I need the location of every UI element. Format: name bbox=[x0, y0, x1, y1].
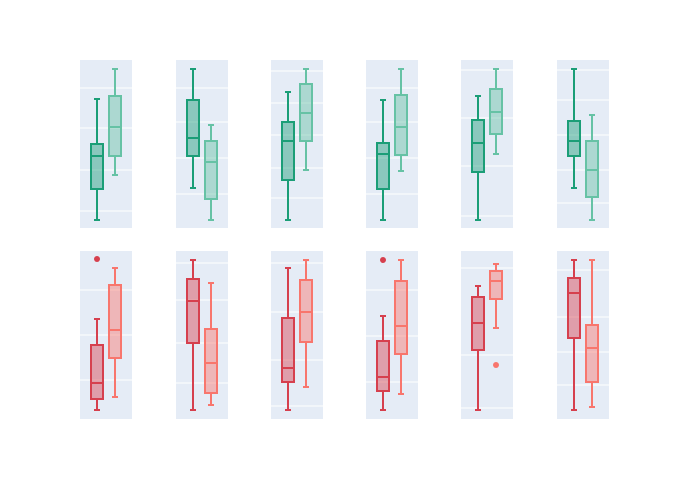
panel-background bbox=[461, 60, 513, 228]
box bbox=[376, 340, 390, 392]
box bbox=[281, 317, 295, 383]
box bbox=[585, 324, 599, 383]
panel-background bbox=[176, 60, 228, 228]
box bbox=[281, 121, 295, 181]
panel-background bbox=[176, 251, 228, 419]
box bbox=[90, 344, 104, 400]
panel-background bbox=[366, 251, 418, 419]
outlier bbox=[380, 257, 386, 263]
box bbox=[204, 140, 218, 200]
box bbox=[376, 142, 390, 190]
outlier bbox=[94, 256, 100, 262]
box bbox=[567, 277, 581, 339]
box bbox=[90, 143, 104, 190]
panel-background bbox=[366, 60, 418, 228]
box bbox=[186, 99, 200, 157]
box bbox=[394, 280, 408, 355]
box bbox=[567, 120, 581, 157]
panel-background bbox=[80, 60, 132, 228]
panel-background bbox=[271, 251, 323, 419]
box bbox=[471, 119, 485, 173]
panel-background bbox=[557, 251, 609, 419]
panel-background bbox=[461, 251, 513, 419]
box bbox=[186, 278, 200, 344]
panel-background bbox=[271, 60, 323, 228]
box bbox=[204, 328, 218, 394]
outlier bbox=[493, 362, 499, 368]
panel-background bbox=[557, 60, 609, 228]
box bbox=[489, 270, 503, 300]
box bbox=[108, 284, 122, 359]
box bbox=[394, 94, 408, 156]
